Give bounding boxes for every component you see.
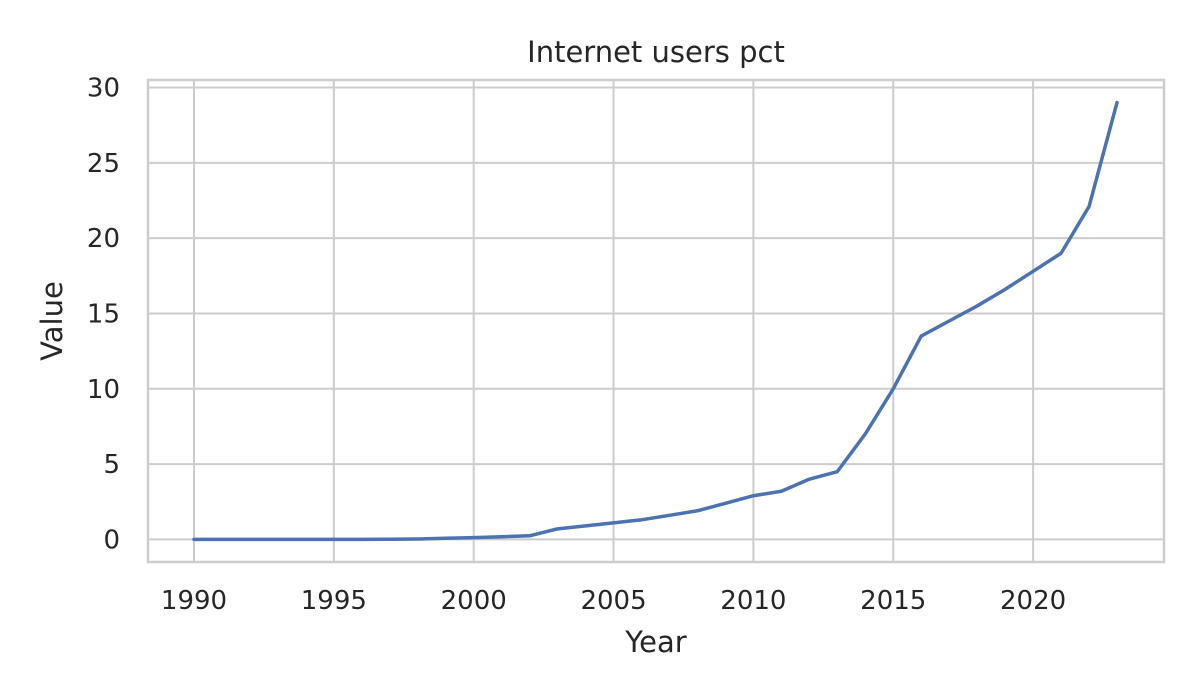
data-point (612, 521, 615, 524)
data-point (836, 470, 839, 473)
x-tick-label: 1990 (161, 586, 227, 616)
data-point (584, 524, 587, 527)
y-tick-label: 15 (87, 299, 120, 329)
data-point (808, 478, 811, 481)
data-point (444, 537, 447, 540)
y-tick-label: 10 (87, 375, 120, 405)
chart-title: Internet users pct (527, 35, 785, 69)
x-axis-ticks: 1990 1995 2000 2005 2010 2015 2020 (161, 586, 1066, 616)
data-point (1088, 205, 1091, 208)
x-axis-title: Year (624, 625, 686, 659)
data-point (1004, 288, 1007, 291)
x-tick-label: 2005 (580, 586, 646, 616)
data-point (864, 432, 867, 435)
data-point (220, 538, 223, 541)
y-tick-label: 5 (103, 450, 120, 480)
data-point (752, 494, 755, 497)
data-point (472, 536, 475, 539)
data-point (248, 538, 251, 541)
data-point (1032, 270, 1035, 273)
data-point (416, 537, 419, 540)
x-tick-label: 2015 (860, 586, 926, 616)
y-tick-label: 0 (103, 525, 120, 555)
data-point (780, 490, 783, 493)
data-point (1060, 252, 1063, 255)
data-point (388, 538, 391, 541)
data-point (556, 527, 559, 530)
y-tick-label: 30 (87, 74, 120, 104)
x-tick-label: 2000 (441, 586, 507, 616)
data-point (696, 509, 699, 512)
series-line (192, 100, 1119, 542)
data-point (276, 538, 279, 541)
data-point (1116, 101, 1119, 104)
data-point (360, 538, 363, 541)
y-axis-title: Value (35, 281, 69, 361)
data-point (528, 534, 531, 537)
plot-area-frame (146, 78, 1166, 564)
data-point (500, 535, 503, 538)
y-axis-ticks: 0 5 10 15 20 25 30 (87, 74, 120, 556)
y-tick-label: 25 (87, 149, 120, 179)
data-point (304, 538, 307, 541)
x-tick-label: 1995 (301, 586, 367, 616)
data-point (920, 335, 923, 338)
data-point (948, 320, 951, 323)
x-tick-label: 2010 (720, 586, 786, 616)
series-layer (192, 100, 1119, 542)
data-point (193, 538, 196, 541)
data-point (724, 502, 727, 505)
data-point (640, 518, 643, 521)
data-point (332, 538, 335, 541)
data-point (976, 304, 979, 307)
x-tick-label: 2020 (1000, 586, 1066, 616)
data-point (892, 387, 895, 390)
grid-lines (148, 80, 1164, 562)
y-tick-label: 20 (87, 224, 120, 254)
data-point (668, 514, 671, 517)
